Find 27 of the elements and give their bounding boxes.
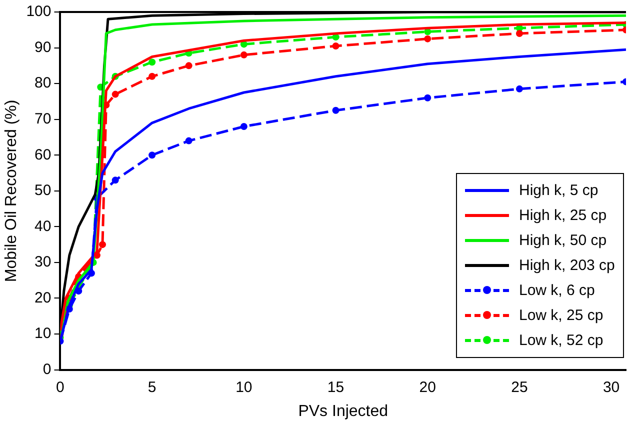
- legend-label: High k, 25 cp: [519, 206, 607, 226]
- y-tick-label: 70: [34, 110, 52, 128]
- legend-label: High k, 50 cp: [519, 230, 607, 251]
- x-tick-label: 25: [511, 378, 528, 396]
- y-tick-label: 10: [34, 325, 52, 342]
- legend-label: Low k, 52 cp: [519, 330, 604, 351]
- y-tick-label: 60: [34, 146, 52, 164]
- x-tick-label: 15: [327, 378, 344, 396]
- legend-label: High k, 5 cp: [519, 180, 598, 201]
- y-tick-label: 40: [34, 218, 52, 235]
- y-tick-label: 90: [34, 38, 52, 56]
- legend-label: High k, 203 cp: [519, 256, 615, 276]
- y-tick-label: 0: [42, 360, 52, 378]
- x-tick-label: 0: [56, 378, 64, 396]
- y-tick-label: 50: [34, 182, 52, 200]
- legend-label: Low k, 6 cp: [519, 280, 595, 301]
- y-tick-label: 30: [34, 254, 52, 271]
- y-tick-label: 20: [34, 289, 52, 306]
- x-tick-label: 10: [236, 378, 252, 396]
- y-tick-label: 100: [26, 3, 52, 20]
- legend-label: Low k, 25 cp: [519, 306, 604, 326]
- x-tick-label: 30: [602, 378, 620, 396]
- y-tick-label: 80: [34, 74, 52, 92]
- y-axis-title: Mobile Oil Recovered (%): [3, 100, 20, 282]
- x-axis-title: PVs Injected: [298, 402, 388, 420]
- x-tick-label: 20: [419, 378, 436, 396]
- x-tick-label: 5: [148, 378, 156, 396]
